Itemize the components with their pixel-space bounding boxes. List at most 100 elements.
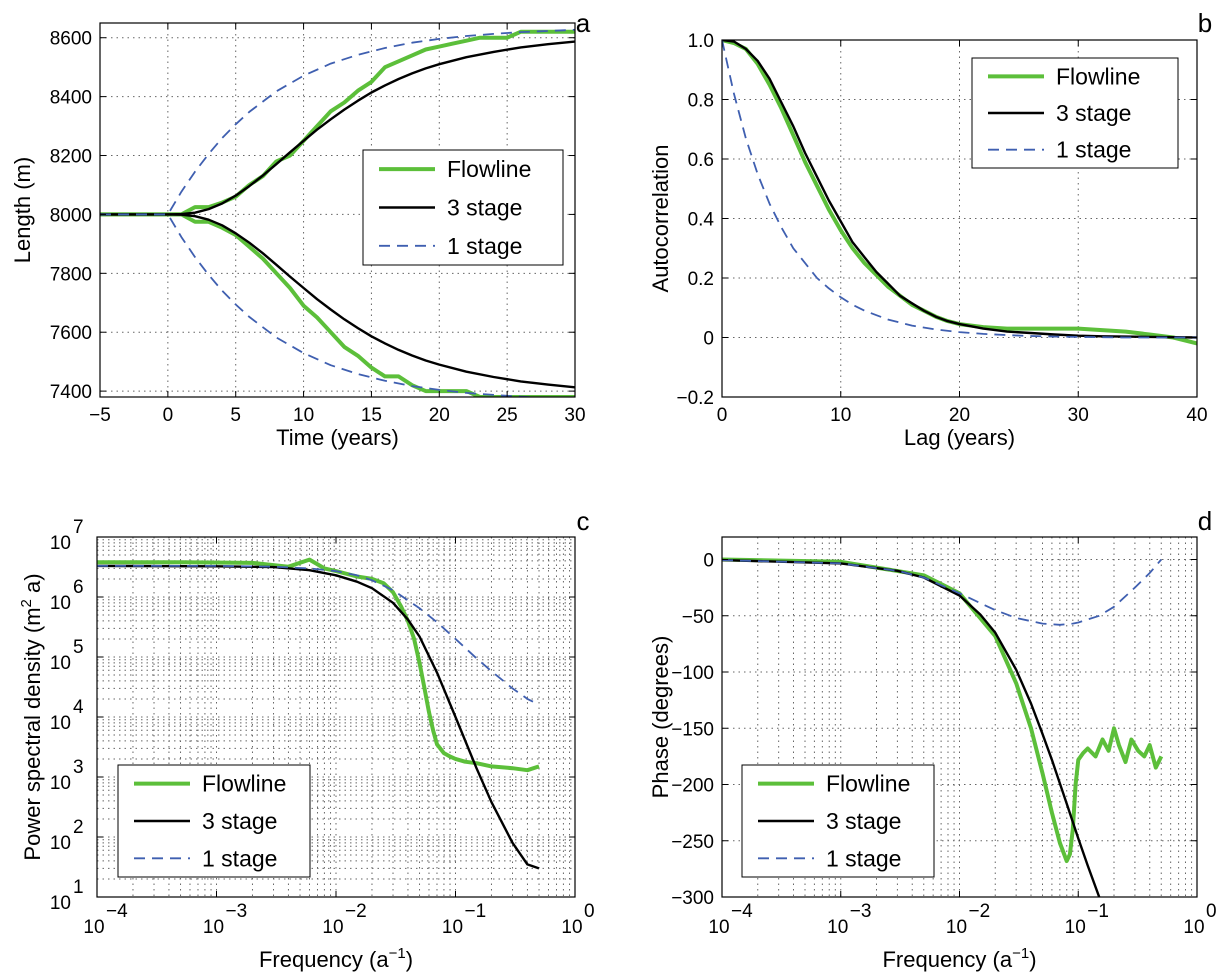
legend-label: Flowline xyxy=(1056,63,1140,89)
y-tick-label-exponent: 3 xyxy=(73,757,84,778)
panel-c: 10−410−310−210−1100101102103104105106107… xyxy=(18,506,595,972)
legend: Flowline 3 stage 1 stage xyxy=(117,764,311,878)
x-tick-label: 10 xyxy=(293,405,314,426)
x-tick-label: 40 xyxy=(1186,405,1207,426)
x-tick-label-exponent: 0 xyxy=(1206,901,1217,922)
x-tick-label-exponent: −3 xyxy=(226,901,248,922)
series-line-1-stage xyxy=(100,213,548,397)
legend-label: 1 stage xyxy=(202,845,277,871)
x-tick-label: 10 xyxy=(203,917,224,938)
x-tick-label-exponent: −4 xyxy=(731,901,753,922)
legend-label: Flowline xyxy=(826,771,910,797)
y-tick-label: 8000 xyxy=(50,205,92,226)
y-tick-label: 0.4 xyxy=(688,210,715,231)
x-tick-label-exponent: 0 xyxy=(584,901,595,922)
y-tick-label-exponent: 4 xyxy=(73,697,84,718)
series-line-3-stage xyxy=(100,213,575,389)
x-tick-label: 10 xyxy=(322,917,343,938)
y-tick-label: 0.6 xyxy=(688,150,714,171)
x-tick-label: 10 xyxy=(1065,917,1086,938)
x-tick-label: 25 xyxy=(497,405,518,426)
series-group xyxy=(722,557,1164,897)
y-tick-label: 0 xyxy=(703,329,714,350)
legend-label: 3 stage xyxy=(1056,100,1131,126)
y-tick-label: 10 xyxy=(50,893,71,914)
x-tick-label-exponent: −1 xyxy=(1087,901,1109,922)
legend-label: 3 stage xyxy=(447,195,522,221)
y-tick-label: −300 xyxy=(671,888,714,909)
x-tick-label-exponent: −2 xyxy=(345,901,367,922)
x-axis-label-end: ) xyxy=(1029,947,1036,972)
ticks xyxy=(99,23,576,397)
series-line-1-stage xyxy=(722,40,1197,339)
x-tick-label: 30 xyxy=(564,405,585,426)
y-tick-label: −150 xyxy=(671,719,714,740)
y-tick-label: 7600 xyxy=(50,323,92,344)
y-tick-label: 8600 xyxy=(50,29,92,50)
series-line-3-stage xyxy=(100,40,575,216)
y-tick-label-exponent: 1 xyxy=(73,877,84,898)
series-line-1-stage xyxy=(100,28,575,216)
x-tick-label: 10 xyxy=(561,917,582,938)
legend-label: 3 stage xyxy=(826,808,901,834)
y-tick-label-exponent: 5 xyxy=(73,637,84,658)
legend: Flowline 3 stage 1 stage xyxy=(971,57,1179,169)
legend: Flowline 3 stage 1 stage xyxy=(362,149,564,266)
x-tick-label: −5 xyxy=(89,405,111,426)
series-line-1-stage xyxy=(97,565,540,706)
y-tick-label: 10 xyxy=(50,713,71,734)
x-tick-label: 10 xyxy=(442,917,463,938)
x-tick-label: 10 xyxy=(827,917,848,938)
x-tick-label: 30 xyxy=(1068,405,1089,426)
x-tick-label: 0 xyxy=(163,405,174,426)
x-tick-label: 10 xyxy=(946,917,967,938)
x-axis-label-end: ) xyxy=(406,947,413,972)
y-tick-label: −200 xyxy=(671,776,714,797)
x-tick-label: 20 xyxy=(429,405,450,426)
x-tick-label: 15 xyxy=(361,405,382,426)
x-axis-label-sup: −1 xyxy=(1012,945,1029,962)
series-line-flowline xyxy=(100,212,575,397)
panel-letter: b xyxy=(1198,8,1212,38)
x-axis-label: Lag (years) xyxy=(904,425,1015,450)
legend: Flowline 3 stage 1 stage xyxy=(741,764,935,878)
series-line-3-stage xyxy=(722,40,1197,339)
x-tick-label-exponent: −4 xyxy=(106,901,128,922)
x-axis-label: Frequency (a−1) xyxy=(882,945,1036,972)
y-axis-label-sup: 2 xyxy=(18,599,35,607)
series-group xyxy=(100,28,575,397)
x-tick-label-exponent: −1 xyxy=(465,901,487,922)
y-tick-label: 0 xyxy=(703,551,714,572)
x-tick-label: 10 xyxy=(708,917,729,938)
panel-a: −5 0 5 10 15 20 25 30 7400 7600 7800 8000 8200 8400 86… xyxy=(10,8,591,450)
x-tick-label: 20 xyxy=(949,405,970,426)
panel-letter: a xyxy=(576,8,591,38)
y-axis-label: Length (m) xyxy=(10,157,35,263)
y-tick-label: −50 xyxy=(682,607,714,628)
legend-label: 1 stage xyxy=(1056,137,1131,163)
y-tick-label: −100 xyxy=(671,663,714,684)
y-tick-label: 10 xyxy=(50,653,71,674)
panel-letter: d xyxy=(1198,506,1212,536)
y-tick-label-exponent: 7 xyxy=(73,517,84,538)
panel-letter: c xyxy=(577,506,590,536)
x-tick-label: 10 xyxy=(830,405,851,426)
y-tick-label: 10 xyxy=(50,833,71,854)
x-axis-label: Time (years) xyxy=(276,425,399,450)
series-line-flowline xyxy=(722,557,1164,863)
legend-label: 1 stage xyxy=(826,845,901,871)
y-tick-label: −250 xyxy=(671,832,714,853)
y-tick-label: 10 xyxy=(50,593,71,614)
x-axis-label: Frequency (a−1) xyxy=(259,945,413,972)
x-tick-label: 0 xyxy=(717,405,728,426)
legend-label: Flowline xyxy=(202,771,286,797)
y-tick-label: 1.0 xyxy=(688,31,714,52)
y-tick-label: 0.8 xyxy=(688,91,714,112)
y-tick-label: 10 xyxy=(50,773,71,794)
x-axis-label-sup: −1 xyxy=(389,945,406,962)
y-tick-label-exponent: 2 xyxy=(73,817,84,838)
series-line-flowline xyxy=(97,557,540,773)
ticks xyxy=(721,537,1198,898)
